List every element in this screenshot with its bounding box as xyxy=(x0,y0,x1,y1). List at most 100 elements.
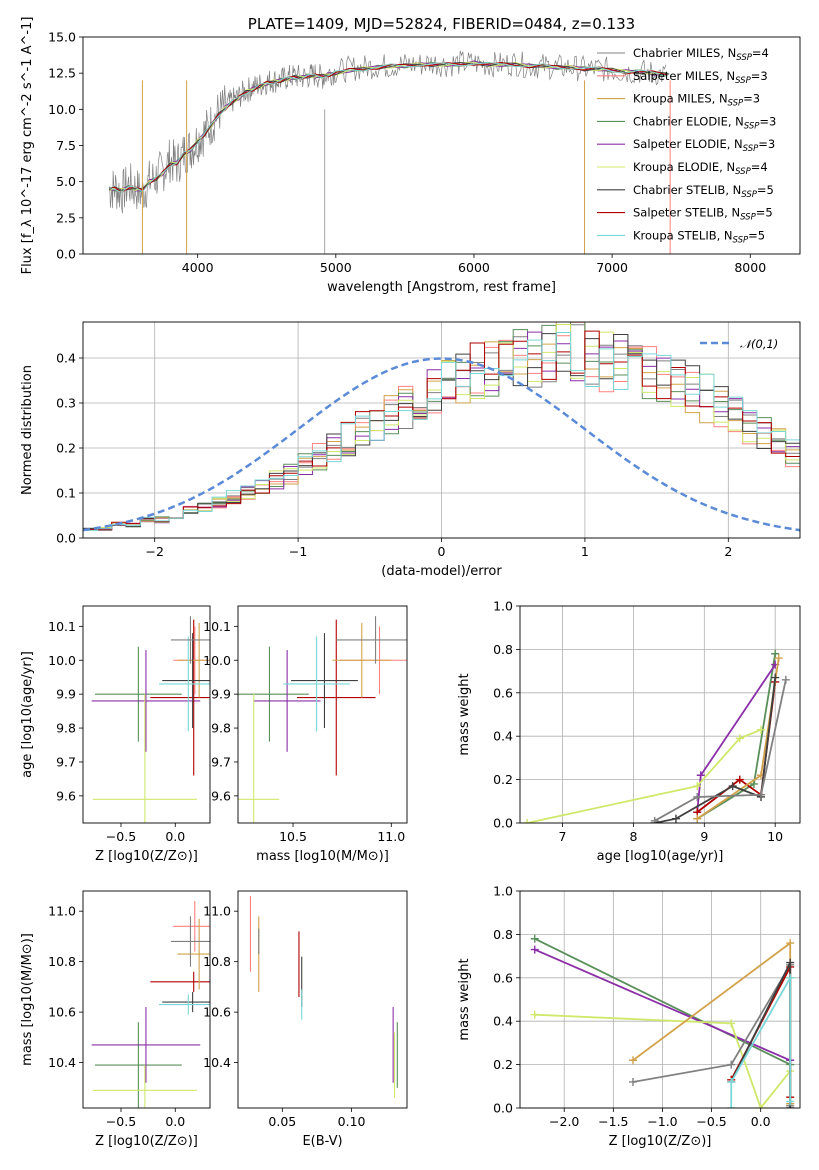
weight-marker xyxy=(786,958,795,967)
histogram-step xyxy=(83,330,800,538)
weight-marker xyxy=(530,945,539,954)
x-tick-label: −1.0 xyxy=(647,1114,677,1129)
panel-age-weight: 7 8 9 10 0.0 0.2 0.4 0.6 0.8 1.0 age [log10(age/yr… xyxy=(457,599,801,864)
weight-line xyxy=(526,728,762,823)
weight-marker xyxy=(530,1010,539,1019)
x-tick-label: 7 xyxy=(559,829,567,844)
model-spectrum-line xyxy=(109,60,668,192)
weight-marker xyxy=(756,1104,765,1108)
weight-marker xyxy=(771,649,780,658)
x-tick-label: 10.5 xyxy=(279,829,307,844)
y-axis-label: mass [log10(M/M⊙)] xyxy=(20,933,35,1066)
legend-entry: 𝒩(0,1) xyxy=(740,337,778,351)
x-tick-label: −2 xyxy=(145,544,163,559)
x-axis-label: Z [log10(Z/Z⊙)] xyxy=(609,1134,712,1149)
y-tick-label: 0.1 xyxy=(56,486,76,501)
y-tick-label: 0.6 xyxy=(493,970,513,985)
plot-area xyxy=(523,649,790,823)
x-tick-label: 0.05 xyxy=(268,1114,296,1129)
y-tick-label: 9.8 xyxy=(211,721,231,736)
y-tick-label: 0.2 xyxy=(56,441,76,456)
x-tick-label: 6000 xyxy=(458,260,490,275)
model-spectrum-line xyxy=(108,61,668,193)
y-tick-label: 10.6 xyxy=(48,1005,76,1020)
x-axis-label: wavelength [Angstrom, rest frame] xyxy=(327,280,556,295)
y-tick-label: 11.0 xyxy=(203,904,231,919)
x-tick-label: −1.5 xyxy=(598,1114,628,1129)
weight-marker xyxy=(786,973,795,982)
y-tick-label: 12.5 xyxy=(48,66,76,81)
weight-marker xyxy=(774,654,783,663)
legend-entry: Kroupa ELODIE, NSSP=4 xyxy=(633,160,768,177)
y-tick-label: 0.0 xyxy=(56,531,76,546)
x-tick-label: 5000 xyxy=(320,260,352,275)
x-tick-label: 0.0 xyxy=(751,1114,771,1129)
weight-marker xyxy=(727,1104,736,1108)
y-axis-label: Flux [f_λ 10^-17 erg cm^-2 s^-1 A^-1] xyxy=(20,17,35,275)
legend-entry: Salpeter ELODIE, NSSP=3 xyxy=(633,137,775,154)
y-tick-label: 5.0 xyxy=(56,174,76,189)
weight-marker xyxy=(728,782,737,791)
histogram-step xyxy=(83,333,800,538)
y-tick-label: 10.0 xyxy=(48,653,76,668)
x-tick-label: 4000 xyxy=(182,260,214,275)
weight-marker xyxy=(727,1077,736,1086)
y-axis-label: mass weight xyxy=(457,958,472,1040)
y-tick-label: 7.5 xyxy=(56,138,76,153)
plot-area xyxy=(83,322,800,538)
weight-line xyxy=(730,974,792,1108)
weight-marker xyxy=(735,734,744,743)
legend-entry: Kroupa MILES, NSSP=3 xyxy=(633,92,760,109)
x-tick-label: −0.5 xyxy=(696,1114,726,1129)
weight-marker xyxy=(693,782,702,791)
panel-residuals: −2 −1 0 1 2 0.0 0.1 0.2 0.3 0.4 (data-model)/error… xyxy=(20,321,801,579)
y-tick-label: 0.4 xyxy=(56,351,76,366)
y-tick-label: 0.0 xyxy=(493,1101,513,1116)
weight-marker xyxy=(696,771,705,780)
gaussian-curve xyxy=(83,357,800,532)
x-tick-label: 0.10 xyxy=(338,1114,366,1129)
axes-frame xyxy=(82,605,211,824)
x-tick-label: 7000 xyxy=(596,260,628,275)
y-axis-label: Normed distribution xyxy=(20,365,35,495)
weight-marker xyxy=(727,1019,736,1028)
weight-marker xyxy=(781,675,790,684)
weight-marker xyxy=(727,1060,736,1069)
model-spectrum-line xyxy=(109,61,668,193)
weight-line xyxy=(654,677,777,823)
y-tick-label: 9.7 xyxy=(56,754,76,769)
y-tick-label: 1.0 xyxy=(493,599,513,614)
x-tick-label: 1 xyxy=(581,544,589,559)
panel-z-weight: −2.0 −1.5 −1.0 −0.5 0.0 0.0 0.2 0.4 0.6 0.8 1.0 Z [… xyxy=(457,884,801,1149)
y-tick-label: 10.0 xyxy=(203,653,231,668)
weight-marker xyxy=(628,1077,637,1086)
y-tick-label: 0.2 xyxy=(493,1057,513,1072)
axes-frame xyxy=(237,605,408,824)
y-tick-label: 10.4 xyxy=(48,1055,76,1070)
y-tick-label: 2.5 xyxy=(56,210,76,225)
weight-marker xyxy=(786,1097,795,1106)
x-tick-label: 0.0 xyxy=(165,829,185,844)
model-spectrum-line xyxy=(109,61,668,193)
x-tick-label: 10 xyxy=(767,829,783,844)
chart-title: PLATE=1409, MJD=52824, FIBERID=0484, z=0… xyxy=(248,15,635,33)
y-tick-label: 10.4 xyxy=(203,1055,231,1070)
y-tick-label: 0.6 xyxy=(493,685,513,700)
weight-marker xyxy=(671,814,680,823)
y-tick-label: 10.8 xyxy=(48,954,76,969)
x-tick-label: −1 xyxy=(289,544,307,559)
axes-frame xyxy=(82,321,801,539)
x-axis-label: Z [log10(Z/Z⊙)] xyxy=(95,1134,198,1149)
y-tick-label: 9.6 xyxy=(211,788,231,803)
weight-line xyxy=(534,1013,791,1108)
weight-marker xyxy=(786,939,795,948)
histogram-step xyxy=(83,331,800,538)
x-tick-label: −0.5 xyxy=(106,829,136,844)
y-tick-label: 15.0 xyxy=(48,30,76,45)
y-tick-label: 0.0 xyxy=(56,247,76,262)
axes-frame xyxy=(82,890,211,1109)
weight-marker xyxy=(693,792,702,801)
y-tick-label: 0.0 xyxy=(493,816,513,831)
weight-marker xyxy=(771,673,780,682)
